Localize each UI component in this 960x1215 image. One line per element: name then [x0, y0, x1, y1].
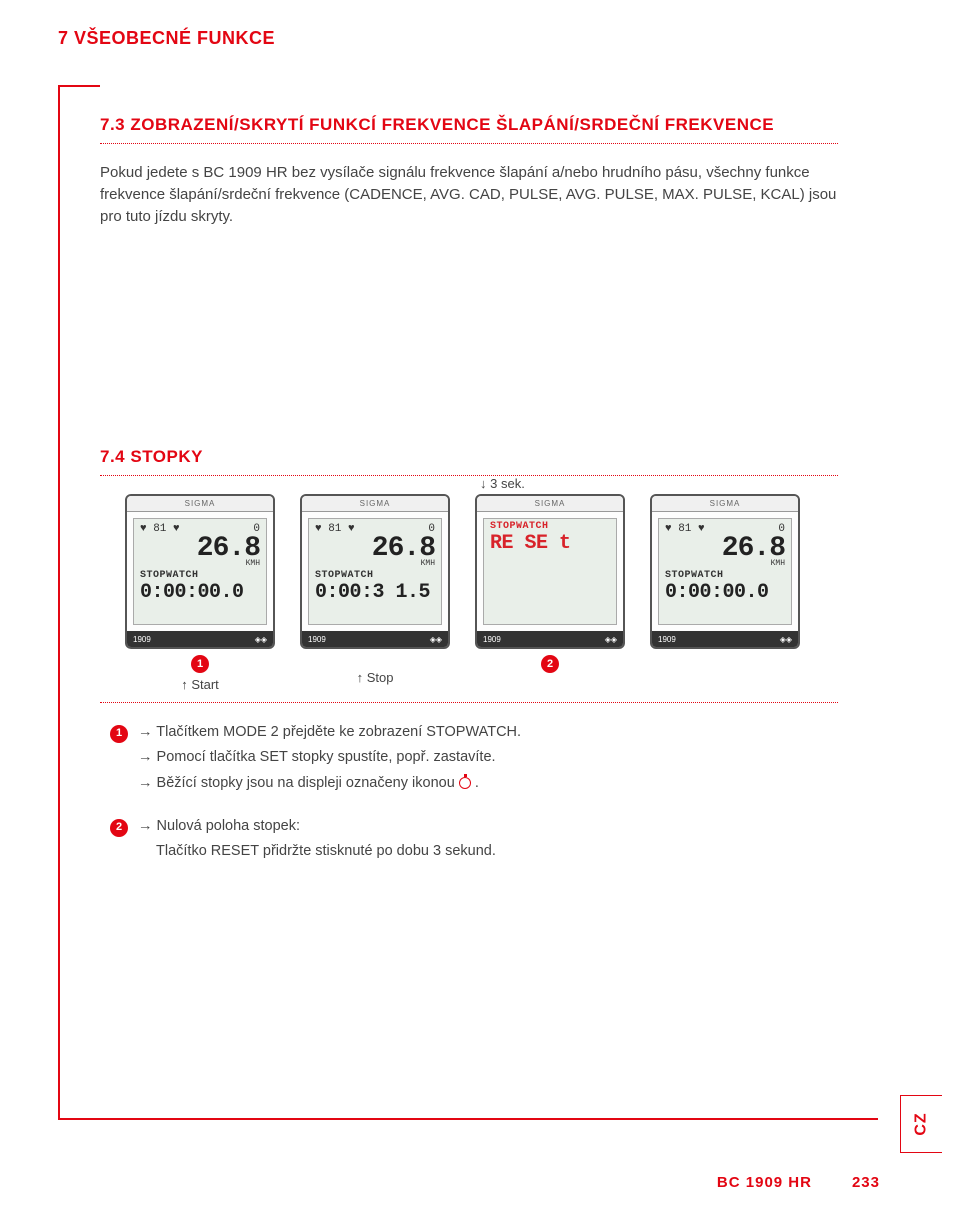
device-screen: ♥ 81 ♥ 0 26.8 KMH STOPWATCH 0:00:3 1.5	[308, 518, 442, 625]
start-label: Start	[181, 677, 219, 692]
device-footer: 1909 ◈◈	[127, 631, 273, 647]
page-footer: BC 1909 HR 233	[717, 1174, 880, 1191]
screen-top-left: ♥ 81 ♥	[665, 523, 705, 535]
screen-label: STOPWATCH	[490, 521, 610, 532]
instructions: 1 Tlačítkem MODE 2 přejděte ke zobrazení…	[110, 721, 838, 865]
device-icons: ◈◈	[255, 635, 267, 644]
device-model: 1909	[658, 635, 676, 644]
language-tab: CZ	[900, 1095, 942, 1153]
badge-1-ref: 1	[110, 725, 128, 743]
stop-label: Stop	[357, 670, 394, 685]
device-1-under: 1 Start	[125, 655, 275, 692]
section-7-3-paragraph: Pokud jedete s BC 1909 HR bez vysílače s…	[100, 162, 838, 227]
instr-1-line-1: Tlačítkem MODE 2 přejděte ke zobrazení S…	[138, 721, 838, 744]
device-screen: ♥ 81 ♥ 0 26.8 KMH STOPWATCH 0:00:00.0	[658, 518, 792, 625]
device-3-under: 2	[475, 655, 625, 692]
device-model: 1909	[308, 635, 326, 644]
device-icons: ◈◈	[780, 635, 792, 644]
device-brand: SIGMA	[477, 496, 623, 512]
under-labels-row: 1 Start Stop 2	[125, 655, 838, 692]
instr-1-line-3a: Běžící stopky jsou na displeji označeny …	[157, 775, 459, 791]
instruction-block-2: 2 Nulová poloha stopek: Tlačítko RESET p…	[110, 815, 838, 865]
device-1: SIGMA ♥ 81 ♥ 0 26.8 KMH STOPWATCH 0:00:0…	[125, 494, 275, 649]
device-model: 1909	[133, 635, 151, 644]
divider	[100, 143, 838, 144]
device-brand: SIGMA	[127, 496, 273, 512]
screen-unit: KMH	[315, 559, 435, 568]
screen-top-left: ♥ 81 ♥	[315, 523, 355, 535]
section-7-4-title: 7.4 STOPKY	[100, 447, 838, 467]
content-area: 7.3 ZOBRAZENÍ/SKRYTÍ FUNKCÍ FREKVENCE ŠL…	[60, 85, 878, 865]
screen-label: STOPWATCH	[140, 570, 260, 581]
screen-unit: KMH	[140, 559, 260, 568]
screen-value: 0:00:00.0	[665, 581, 785, 604]
badge-1: 1	[191, 655, 209, 673]
page-title: 7 VŠEOBECNÉ FUNKCE	[0, 0, 960, 49]
divider	[100, 702, 838, 703]
instr-1-line-2: Pomocí tlačítka SET stopky spustíte, pop…	[138, 746, 838, 769]
device-4: SIGMA ♥ 81 ♥ 0 26.8 KMH STOPWATCH 0:00:0…	[650, 494, 800, 649]
device-2-under: Stop	[300, 655, 450, 692]
device-footer: 1909 ◈◈	[477, 631, 623, 647]
instr-1-line-3b: .	[475, 775, 479, 791]
device-brand: SIGMA	[302, 496, 448, 512]
device-icons: ◈◈	[605, 635, 617, 644]
screen-label: STOPWATCH	[665, 570, 785, 581]
screen-value: 0:00:00.0	[140, 581, 260, 604]
device-3: SIGMA STOPWATCH RE SE t 1909 ◈◈	[475, 494, 625, 649]
screen-unit: KMH	[665, 559, 785, 568]
instruction-block-1: 1 Tlačítkem MODE 2 přejděte ke zobrazení…	[110, 721, 838, 797]
hold-duration-label: 3 sek.	[480, 476, 525, 491]
device-footer: 1909 ◈◈	[302, 631, 448, 647]
content-frame: 7.3 ZOBRAZENÍ/SKRYTÍ FUNKCÍ FREKVENCE ŠL…	[58, 85, 878, 1120]
footer-model: BC 1909 HR	[717, 1174, 812, 1191]
device-footer: 1909 ◈◈	[652, 631, 798, 647]
instr-2-line-1: Nulová poloha stopek:	[138, 815, 838, 838]
device-brand: SIGMA	[652, 496, 798, 512]
stopwatch-icon	[459, 777, 471, 789]
devices-row: 3 sek. SIGMA ♥ 81 ♥ 0 26.8 KMH STOPWATCH…	[125, 494, 838, 649]
screen-value: RE SE t	[490, 532, 610, 555]
footer-page-number: 233	[852, 1174, 880, 1191]
divider	[100, 475, 838, 476]
device-icons: ◈◈	[430, 635, 442, 644]
screen-top-left: ♥ 81 ♥	[140, 523, 180, 535]
badge-2-ref: 2	[110, 819, 128, 837]
device-4-under	[650, 655, 800, 692]
section-7-3-title: 7.3 ZOBRAZENÍ/SKRYTÍ FUNKCÍ FREKVENCE ŠL…	[100, 115, 838, 135]
device-model: 1909	[483, 635, 501, 644]
badge-2: 2	[541, 655, 559, 673]
instr-2-line-2: Tlačítko RESET přidržte stisknuté po dob…	[138, 840, 838, 863]
screen-value: 0:00:3 1.5	[315, 581, 435, 604]
device-screen: STOPWATCH RE SE t	[483, 518, 617, 625]
instr-1-line-3: Běžící stopky jsou na displeji označeny …	[138, 772, 838, 795]
screen-label: STOPWATCH	[315, 570, 435, 581]
language-label: CZ	[912, 1112, 930, 1135]
device-2: SIGMA ♥ 81 ♥ 0 26.8 KMH STOPWATCH 0:00:3…	[300, 494, 450, 649]
section-7-4: 7.4 STOPKY 3 sek. SIGMA ♥ 81 ♥ 0 26.8 KM…	[100, 447, 838, 865]
device-screen: ♥ 81 ♥ 0 26.8 KMH STOPWATCH 0:00:00.0	[133, 518, 267, 625]
